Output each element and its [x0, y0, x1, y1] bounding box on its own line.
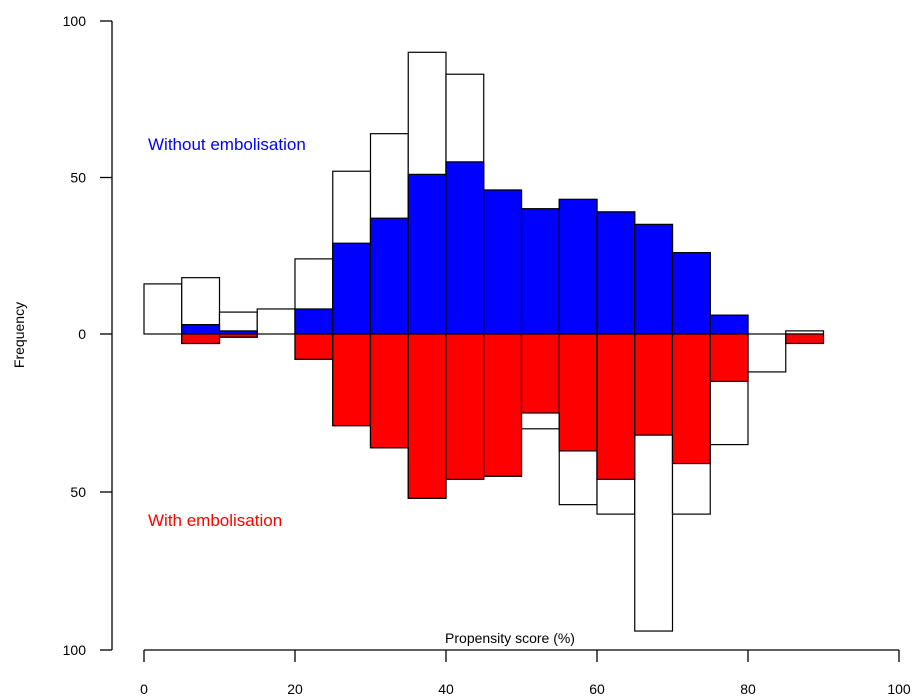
y-tick-label: 50: [70, 170, 86, 186]
without-embolisation-matched-bar: [709, 314, 749, 335]
without-embolisation-matched-bar: [181, 324, 221, 335]
with-embolisation-unmatched-bar: [747, 333, 787, 373]
with-embolisation-matched-bar: [218, 333, 258, 338]
with-embolisation-matched-bar: [520, 333, 560, 414]
x-tick-label: 20: [287, 681, 303, 697]
without-embolisation-matched-bar: [483, 189, 523, 335]
without-embolisation-unmatched-bar: [143, 283, 183, 335]
with-embolisation-matched-bar: [369, 333, 409, 449]
without-embolisation-label: Without embolisation: [148, 135, 306, 154]
without-embolisation-matched-bar: [520, 208, 560, 335]
x-tick-label: 100: [887, 681, 911, 697]
with-embolisation-matched-bar: [332, 333, 372, 427]
with-embolisation-matched-bar: [785, 333, 825, 345]
y-axis: 100 50 0 50 100: [63, 13, 113, 658]
x-tick-label: 80: [740, 681, 756, 697]
with-embolisation-matched-bar: [671, 333, 711, 465]
without-embolisation-matched-bar: [294, 308, 334, 335]
without-embolisation-matched-bar: [671, 252, 711, 335]
with-embolisation-matched-bar: [181, 333, 221, 345]
without-embolisation-matched-bar: [634, 223, 674, 335]
y-tick-label: 0: [78, 326, 86, 342]
y-tick-label: 100: [63, 642, 87, 658]
with-embolisation-matched-bar: [709, 333, 749, 383]
without-embolisation-matched-bar: [558, 198, 598, 335]
y-axis-label: Frequency: [11, 302, 27, 368]
with-embolisation-matched-bar: [596, 333, 636, 480]
with-embolisation-matched-bar: [634, 333, 674, 436]
without-embolisation-matched-bar: [596, 211, 636, 335]
with-embolisation-matched-bar: [558, 333, 598, 452]
y-tick-label: 100: [63, 13, 87, 29]
x-tick-label: 0: [140, 681, 148, 697]
without-embolisation-matched-bar: [407, 173, 447, 335]
x-axis: 0 20 40 60 80 100: [140, 649, 911, 697]
without-embolisation-unmatched-bar: [256, 308, 296, 335]
with-embolisation-matched-bar: [483, 333, 523, 477]
y-tick-label: 50: [70, 484, 86, 500]
with-embolisation-matched-bar: [294, 333, 334, 360]
x-axis-label: Propensity score (%): [445, 630, 575, 646]
matched-bars: [181, 161, 825, 499]
x-tick-label: 40: [438, 681, 454, 697]
with-embolisation-matched-bar: [445, 333, 485, 480]
x-tick-label: 60: [589, 681, 605, 697]
with-embolisation-matched-bar: [407, 333, 447, 499]
without-embolisation-matched-bar: [369, 217, 409, 335]
with-embolisation-label: With embolisation: [148, 511, 282, 530]
without-embolisation-matched-bar: [332, 242, 372, 335]
without-embolisation-matched-bar: [445, 161, 485, 335]
